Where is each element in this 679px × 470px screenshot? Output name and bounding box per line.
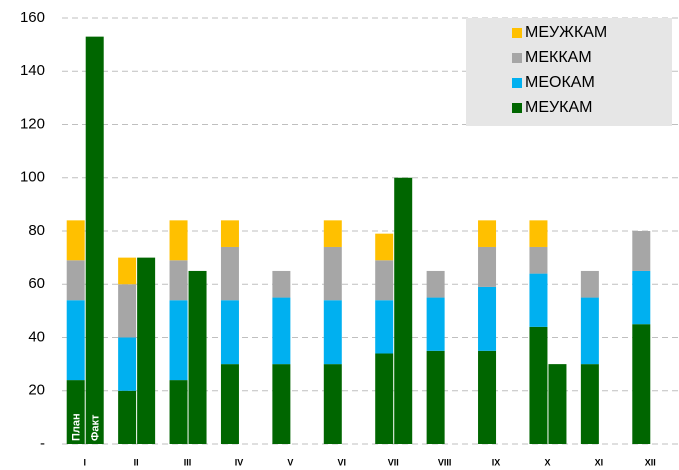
- plan-bar-segment: [529, 246, 548, 274]
- plan-bar-segment: [118, 257, 137, 285]
- plan-bar-segment: [529, 326, 548, 444]
- plan-bar-segment: [66, 260, 85, 301]
- plan-bar-segment: [323, 246, 342, 301]
- x-tick-label: VI: [338, 457, 347, 467]
- plan-bar-segment: [529, 220, 548, 247]
- fact-bar: [85, 36, 104, 444]
- fact-bar: [394, 177, 413, 444]
- plan-bar-segment: [426, 270, 445, 298]
- plan-bar-segment: [375, 353, 394, 444]
- y-tick-label: 80: [28, 222, 45, 239]
- plan-bar-segment: [220, 246, 239, 301]
- plan-bar-segment: [66, 300, 85, 381]
- plan-bar-segment: [580, 364, 599, 444]
- y-tick-label: 160: [20, 9, 45, 26]
- x-tick-label: IV: [235, 457, 244, 467]
- plan-bar-segment: [118, 337, 137, 391]
- fact-bar: [137, 257, 156, 444]
- y-tick-label: 120: [20, 115, 45, 132]
- plan-bar-segment: [272, 270, 291, 298]
- y-tick-label: 140: [20, 62, 45, 79]
- plan-bar-segment: [169, 300, 188, 381]
- plan-bar-segment: [580, 297, 599, 365]
- x-tick-label: XI: [595, 457, 604, 467]
- x-tick-label: X: [544, 457, 550, 467]
- x-tick-label: II: [134, 457, 139, 467]
- y-tick-label: -: [40, 435, 45, 452]
- x-tick-label: VIII: [438, 457, 452, 467]
- x-tick-label: I: [83, 457, 86, 467]
- plan-bar-segment: [220, 220, 239, 247]
- legend-label: МЕУЖКАМ: [525, 24, 607, 41]
- fact-bar: [188, 270, 207, 444]
- plan-bar-segment: [478, 246, 497, 287]
- plan-bar-segment: [580, 270, 599, 298]
- plan-bar-segment: [169, 220, 188, 261]
- plan-bar-segment: [426, 297, 445, 351]
- plan-bar-segment: [478, 220, 497, 247]
- plan-bar-segment: [169, 260, 188, 301]
- plan-bar-segment: [118, 284, 137, 338]
- x-tick-label: XII: [645, 457, 656, 467]
- x-tick-label: V: [287, 457, 293, 467]
- plan-bar-segment: [478, 286, 497, 351]
- plan-bar-segment: [66, 220, 85, 261]
- y-tick-label: 100: [20, 169, 45, 186]
- plan-bar-segment: [632, 324, 651, 444]
- plan-bar-segment: [426, 350, 445, 444]
- plan-bar-segment: [118, 390, 137, 444]
- x-tick-label: IX: [492, 457, 501, 467]
- legend-label: МЕОКАМ: [525, 74, 595, 91]
- plan-bar-segment: [323, 364, 342, 444]
- x-tick-label: VII: [388, 457, 399, 467]
- y-tick-label: 40: [28, 328, 45, 345]
- plan-bar-segment: [375, 260, 394, 301]
- bar-label: Факт: [90, 414, 102, 441]
- plan-bar-segment: [323, 300, 342, 365]
- plan-bar-segment: [375, 300, 394, 354]
- legend-swatch: [512, 78, 522, 88]
- legend-swatch: [512, 28, 522, 38]
- legend-label: МЕУКАМ: [525, 99, 592, 116]
- y-tick-label: 20: [28, 382, 45, 399]
- plan-bar-segment: [632, 231, 651, 271]
- plan-bar-segment: [323, 220, 342, 247]
- plan-bar-segment: [220, 364, 239, 444]
- bar-label: План: [71, 413, 83, 441]
- plan-bar-segment: [272, 297, 291, 365]
- plan-bar-segment: [272, 364, 291, 444]
- x-tick-label: III: [184, 457, 192, 467]
- plan-bar-segment: [220, 300, 239, 365]
- legend-swatch: [512, 103, 522, 113]
- legend-swatch: [512, 53, 522, 63]
- plan-bar-segment: [632, 270, 651, 325]
- plan-bar-segment: [169, 380, 188, 444]
- fact-bar: [548, 364, 567, 444]
- legend-label: МЕККАМ: [525, 49, 592, 66]
- plan-bar-segment: [66, 380, 85, 444]
- y-tick-label: 60: [28, 275, 45, 292]
- plan-bar-segment: [375, 233, 394, 261]
- legend-box: [466, 18, 672, 126]
- plan-bar-segment: [529, 273, 548, 327]
- plan-bar-segment: [478, 350, 497, 444]
